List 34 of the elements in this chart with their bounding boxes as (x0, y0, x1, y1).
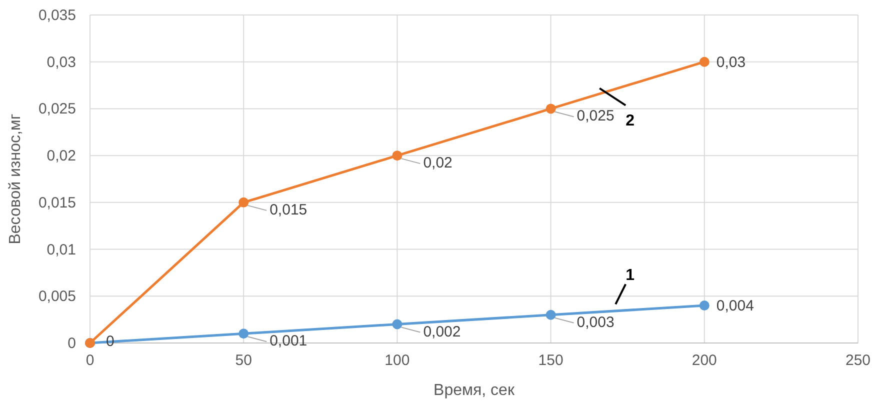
data-label: 0,02 (423, 154, 452, 172)
point (699, 56, 710, 67)
x-tick-label: 150 (538, 352, 564, 369)
y-axis-title: Весовой износ,мг (7, 114, 24, 244)
x-tick-label: 100 (384, 352, 410, 369)
point (392, 150, 402, 161)
y-tick-label: 0,01 (46, 241, 76, 258)
y-tick-label: 0,015 (38, 194, 76, 212)
y-tick-label: 0,005 (38, 288, 76, 306)
data-label: 0,002 (423, 323, 461, 340)
data-label: 0,015 (270, 201, 308, 218)
series-label: 2 (626, 112, 635, 130)
point (392, 319, 402, 330)
y-tick-label: 0,02 (46, 148, 76, 165)
data-label: 0,001 (270, 332, 308, 350)
point (546, 104, 556, 114)
point (238, 197, 249, 208)
x-tick-label: 50 (235, 352, 252, 369)
x-tick-label: 0 (86, 352, 94, 369)
series-label: 1 (626, 267, 635, 284)
y-tick-label: 0,03 (46, 54, 76, 71)
data-label: 0,004 (716, 298, 754, 315)
x-axis-title: Время, сек (434, 382, 516, 399)
x-tick-label: 200 (692, 352, 717, 369)
x-tick-label: 250 (845, 352, 871, 369)
point (699, 300, 710, 311)
point (546, 310, 556, 320)
data-label: 0,003 (576, 314, 614, 331)
y-tick-label: 0,025 (38, 100, 76, 118)
y-tick-label: 0 (68, 335, 76, 352)
point (238, 328, 249, 339)
data-label: 0,03 (716, 54, 746, 71)
data-label: 0,025 (576, 108, 614, 125)
y-tick-label: 0,035 (38, 7, 76, 24)
